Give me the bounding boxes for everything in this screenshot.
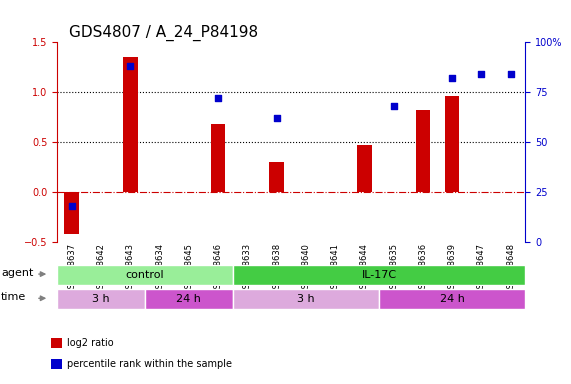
Bar [51, 338, 62, 348]
Bar [445, 96, 460, 192]
Text: log2 ratio: log2 ratio [67, 338, 114, 348]
Bar [357, 145, 372, 192]
Text: percentile rank within the sample: percentile rank within the sample [67, 359, 232, 369]
Point [126, 63, 135, 69]
Bar [211, 124, 226, 192]
Bar [233, 265, 525, 285]
Text: 3 h: 3 h [297, 294, 315, 304]
Text: 24 h: 24 h [176, 294, 201, 304]
Bar [65, 192, 79, 234]
Point [272, 115, 281, 121]
Text: agent: agent [1, 268, 34, 278]
Bar [57, 265, 233, 285]
Bar [270, 162, 284, 192]
Text: GDS4807 / A_24_P84198: GDS4807 / A_24_P84198 [69, 25, 258, 41]
Text: IL-17C: IL-17C [361, 270, 397, 280]
Bar [51, 359, 62, 369]
Text: 24 h: 24 h [440, 294, 465, 304]
Bar [145, 289, 233, 309]
Bar [416, 110, 430, 192]
Point [506, 71, 515, 77]
Bar [57, 289, 145, 309]
Point [67, 203, 77, 209]
Text: 3 h: 3 h [92, 294, 110, 304]
Bar [233, 289, 379, 309]
Bar [123, 57, 138, 192]
Point [389, 103, 398, 109]
Point [448, 75, 457, 81]
Bar [379, 289, 525, 309]
Text: time: time [1, 292, 26, 302]
Text: control: control [126, 270, 164, 280]
Point [214, 95, 223, 101]
Point [477, 71, 486, 77]
